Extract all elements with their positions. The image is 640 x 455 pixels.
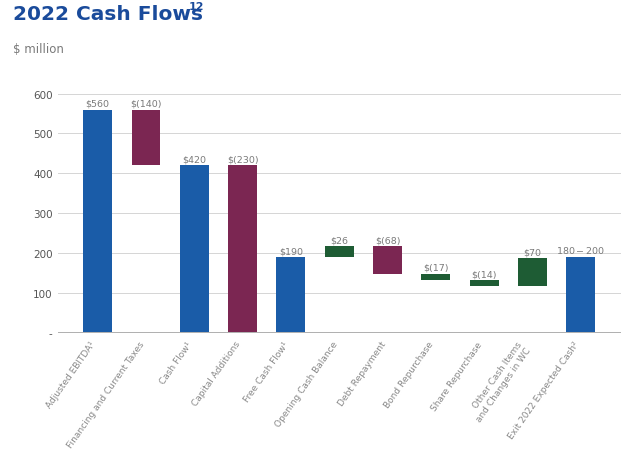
Bar (276, 257, 305, 333)
Text: $(68): $(68) (375, 236, 400, 245)
Bar (324, 247, 354, 257)
Bar (83, 110, 112, 333)
Bar (180, 166, 209, 333)
Bar (131, 110, 161, 166)
Bar (470, 281, 499, 286)
Text: $(14): $(14) (471, 270, 497, 279)
Text: $(17): $(17) (423, 263, 449, 273)
Bar (421, 274, 451, 281)
Text: $70: $70 (524, 248, 541, 257)
Text: 12: 12 (189, 2, 204, 12)
Bar (373, 247, 402, 274)
Bar (228, 166, 257, 333)
Text: $420: $420 (182, 155, 206, 164)
Text: $(140): $(140) (131, 100, 162, 109)
Bar (566, 257, 595, 333)
Text: $26: $26 (330, 236, 348, 245)
Text: 2022 Cash Flows: 2022 Cash Flows (13, 5, 203, 24)
Text: $190: $190 (279, 247, 303, 256)
Text: $180 - $200: $180 - $200 (556, 245, 605, 256)
Text: $(230): $(230) (227, 155, 259, 164)
Text: $560: $560 (86, 100, 109, 109)
Bar (518, 258, 547, 286)
Text: $ million: $ million (13, 43, 63, 56)
